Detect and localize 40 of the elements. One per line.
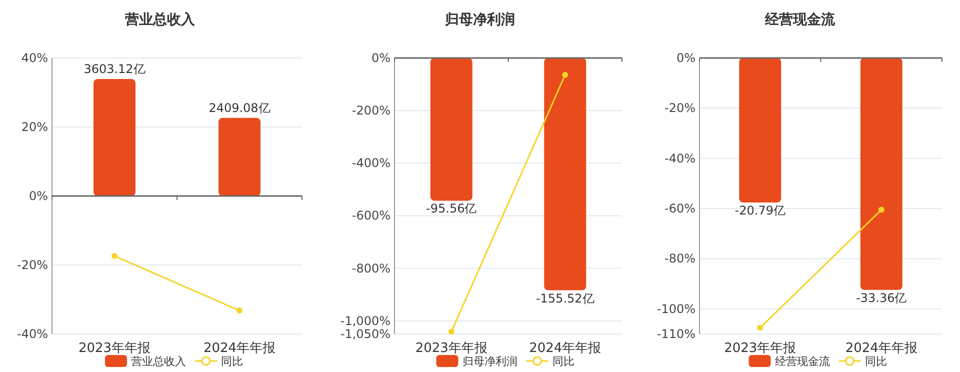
y-tick-label: -40% [664, 151, 696, 166]
x-tick-label: 2023年年报 [724, 341, 796, 356]
y-tick-label: -1,000% [340, 314, 390, 328]
y-tick-label: 20% [21, 120, 48, 134]
legend-label: 同比 [221, 355, 243, 368]
y-tick-label: 0% [676, 51, 696, 65]
legend-label: 营业总收入 [131, 355, 186, 368]
chart-title: 归母净利润 [444, 11, 515, 28]
y-tick-label: -100% [656, 302, 696, 316]
chart-title: 营业总收入 [124, 12, 196, 28]
legend-label: 归母净利润 [462, 355, 518, 368]
legend-label: 同比 [552, 355, 574, 368]
data-label: -155.52亿 [536, 291, 594, 306]
y-tick-label: -20% [16, 258, 48, 272]
y-tick-label: -80% [664, 252, 696, 266]
legend-label: 同比 [864, 355, 887, 368]
data-label: -20.79亿 [734, 204, 786, 218]
data-label: -95.56亿 [426, 202, 477, 216]
y-tick-label: 40% [21, 51, 48, 65]
chart-title: 经营现金流 [764, 11, 836, 28]
y-tick-label: -110% [656, 327, 696, 341]
y-tick-label: -200% [352, 104, 390, 118]
y-tick-label: -60% [664, 202, 696, 216]
y-tick-label: -20% [664, 101, 696, 116]
y-tick-label: -400% [352, 156, 390, 170]
x-tick-label: 2024年年报 [529, 341, 602, 356]
x-tick-label: 2024年年报 [845, 341, 918, 356]
x-tick-label: 2023年年报 [78, 341, 151, 356]
data-label: 2409.08亿 [208, 100, 270, 115]
y-tick-label: -40% [16, 327, 48, 341]
y-tick-label: 0% [28, 189, 48, 203]
y-tick-label: -600% [352, 208, 390, 223]
x-tick-label: 2023年年报 [415, 341, 488, 356]
data-label: -33.36亿 [856, 290, 907, 305]
y-tick-label: -1,050% [340, 327, 390, 341]
y-tick-label: -800% [352, 261, 390, 276]
legend-label: 经营现金流 [774, 355, 830, 368]
x-tick-label: 2024年年报 [203, 341, 276, 356]
data-label: 3603.12亿 [84, 62, 146, 76]
y-tick-label: 0% [371, 51, 390, 65]
